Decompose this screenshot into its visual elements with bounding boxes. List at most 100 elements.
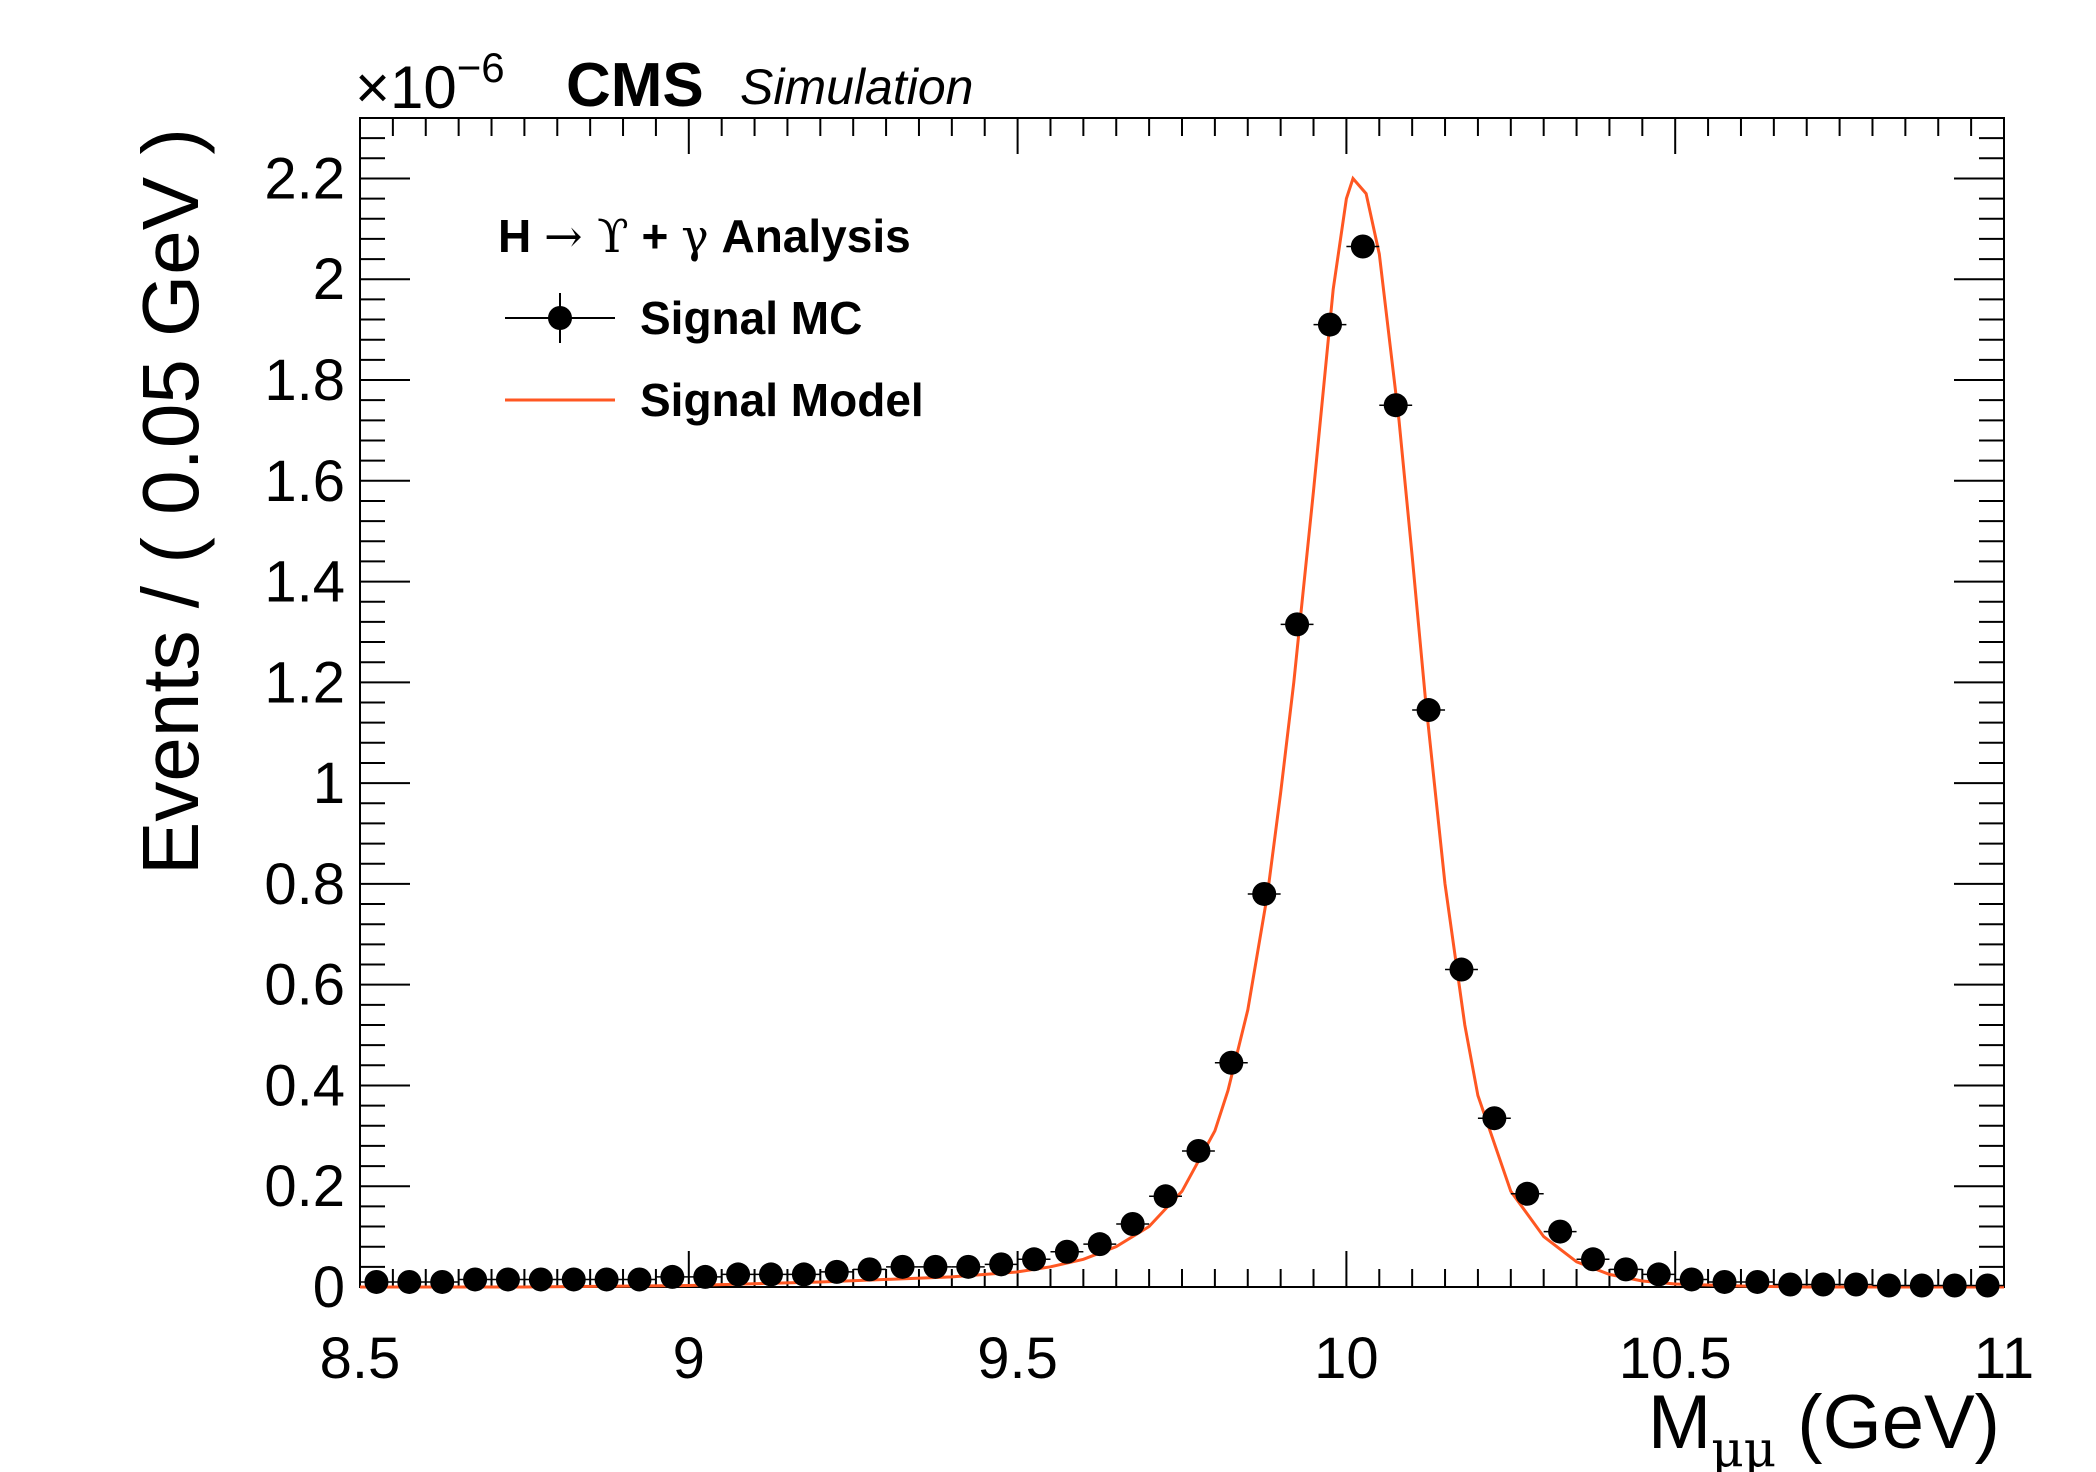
signal-mc-point bbox=[590, 1267, 624, 1292]
signal-mc-point bbox=[1806, 1272, 1840, 1297]
signal-mc-point bbox=[1346, 234, 1380, 259]
exponent-power: −6 bbox=[457, 44, 505, 91]
signal-mc-marker bbox=[1219, 1050, 1244, 1075]
signal-mc-marker bbox=[1285, 612, 1310, 637]
legend-marker-signal-mc bbox=[505, 293, 615, 343]
y-tick-label: 0.4 bbox=[264, 1053, 345, 1118]
signal-mc-marker bbox=[1317, 312, 1342, 337]
signal-mc-marker bbox=[1482, 1106, 1507, 1131]
signal-mc-marker bbox=[1712, 1269, 1737, 1294]
signal-mc-point bbox=[721, 1262, 755, 1287]
x-tick-label: 10 bbox=[1314, 1326, 1379, 1391]
signal-mc-point bbox=[1708, 1269, 1741, 1294]
signal-mc-marker bbox=[824, 1259, 849, 1284]
signal-mc-marker bbox=[627, 1267, 652, 1292]
signal-mc-point bbox=[951, 1254, 985, 1279]
signal-mc-marker bbox=[791, 1262, 816, 1287]
x-tick-label: 8.5 bbox=[320, 1326, 401, 1391]
y-tick-label: 2 bbox=[313, 247, 345, 312]
y-tick-label: 0.2 bbox=[264, 1154, 345, 1219]
legend-header: H → ϒ + γ Analysis bbox=[498, 209, 911, 263]
x-tick-label: 9 bbox=[673, 1326, 705, 1391]
signal-mc-point bbox=[754, 1262, 788, 1287]
signal-mc-marker bbox=[1153, 1184, 1178, 1209]
signal-mc-point bbox=[1872, 1273, 1906, 1298]
signal-mc-point bbox=[1083, 1232, 1117, 1257]
signal-mc-marker bbox=[1054, 1239, 1079, 1264]
signal-mc-marker bbox=[890, 1254, 915, 1279]
legend: H → ϒ + γ Analysis Signal MC Signal Mode… bbox=[498, 209, 924, 426]
signal-model-curve bbox=[360, 175, 2004, 1289]
plot-frame bbox=[359, 117, 2005, 1288]
signal-mc-point bbox=[1017, 1247, 1051, 1272]
signal-mc-marker bbox=[726, 1262, 751, 1287]
y-axis-title: Events / ( 0.05 GeV ) bbox=[126, 128, 215, 875]
y-tick-label: 1.6 bbox=[264, 449, 345, 514]
signal-mc-point bbox=[1839, 1272, 1873, 1297]
signal-mc-marker bbox=[1383, 393, 1408, 418]
exponent-base: ×10 bbox=[355, 54, 457, 121]
signal-mc-point bbox=[1576, 1247, 1610, 1272]
legend-header-plus: + bbox=[629, 210, 681, 262]
signal-mc-marker bbox=[956, 1254, 981, 1279]
signal-mc-marker bbox=[463, 1267, 488, 1292]
y-tick-label: 0.6 bbox=[264, 953, 345, 1018]
y-tick-label: 1 bbox=[313, 751, 345, 816]
signal-mc-marker bbox=[1186, 1138, 1211, 1163]
signal-mc-marker bbox=[1087, 1232, 1112, 1257]
signal-mc-point bbox=[458, 1267, 492, 1292]
y-tick-label: 1.4 bbox=[264, 550, 345, 615]
signal-mc-point bbox=[688, 1264, 722, 1289]
legend-header-upsilon: ϒ bbox=[583, 209, 629, 263]
signal-mc-marker bbox=[1975, 1273, 2000, 1298]
signal-mc-point bbox=[1543, 1219, 1577, 1244]
axis-ticks bbox=[359, 117, 2005, 1288]
signal-mc-point bbox=[1938, 1273, 1972, 1298]
signal-mc-point bbox=[1642, 1262, 1676, 1287]
x-tick-label: 11 bbox=[1974, 1326, 2034, 1391]
signal-mc-point bbox=[1675, 1267, 1709, 1292]
legend-header-h: H bbox=[498, 210, 544, 262]
signal-mc-point bbox=[1412, 698, 1446, 723]
signal-mc-point bbox=[1477, 1106, 1511, 1131]
signal-mc-marker bbox=[1613, 1257, 1638, 1282]
y-tick-label: 0 bbox=[313, 1255, 345, 1320]
signal-mc-point bbox=[1773, 1272, 1807, 1297]
signal-mc-point bbox=[623, 1267, 656, 1292]
signal-mc-point bbox=[918, 1254, 952, 1279]
signal-mc-marker bbox=[693, 1264, 718, 1289]
legend-header-arrow: → bbox=[544, 209, 583, 263]
signal-mc-marker bbox=[1022, 1247, 1047, 1272]
signal-mc-marker bbox=[561, 1267, 586, 1292]
signal-mc-marker bbox=[1942, 1273, 1967, 1298]
signal-mc-point bbox=[1280, 612, 1314, 637]
signal-mc-marker bbox=[1844, 1272, 1869, 1297]
x-axis-title-unit: (GeV) bbox=[1776, 1380, 2000, 1465]
signal-mc-marker bbox=[1909, 1273, 1934, 1298]
signal-mc-marker bbox=[1581, 1247, 1605, 1272]
signal-mc-point bbox=[1214, 1050, 1248, 1075]
signal-mc-marker bbox=[1876, 1273, 1901, 1298]
signal-mc-point bbox=[557, 1267, 591, 1292]
signal-mc-marker bbox=[1515, 1181, 1540, 1206]
x-tick-labels: 8.5 9 9.5 10 10.5 11 bbox=[320, 1326, 2034, 1391]
signal-mc-point bbox=[1247, 881, 1281, 906]
signal-mc-marker bbox=[594, 1267, 619, 1292]
signal-mc-point bbox=[1445, 957, 1478, 982]
signal-mc-marker bbox=[1252, 881, 1277, 906]
signal-mc-point bbox=[820, 1259, 854, 1284]
signal-mc-point bbox=[1971, 1273, 2004, 1298]
signal-mc-marker bbox=[1679, 1267, 1704, 1292]
signal-mc-marker bbox=[989, 1252, 1014, 1277]
signal-mc-point bbox=[491, 1267, 525, 1292]
signal-mc-marker bbox=[495, 1267, 520, 1292]
signal-mc-point bbox=[1116, 1212, 1150, 1237]
signal-mc-marker bbox=[430, 1269, 455, 1294]
y-tick-labels: 0 0.2 0.4 0.6 0.8 1 1.2 1.4 1.6 1.8 2 2.2 bbox=[264, 146, 345, 1320]
y-tick-label: 1.2 bbox=[264, 650, 345, 715]
signal-mc-marker bbox=[1778, 1272, 1803, 1297]
legend-label-signal-mc: Signal MC bbox=[640, 292, 862, 344]
cms-label: CMS bbox=[566, 51, 704, 120]
x-tick-label: 9.5 bbox=[977, 1326, 1058, 1391]
